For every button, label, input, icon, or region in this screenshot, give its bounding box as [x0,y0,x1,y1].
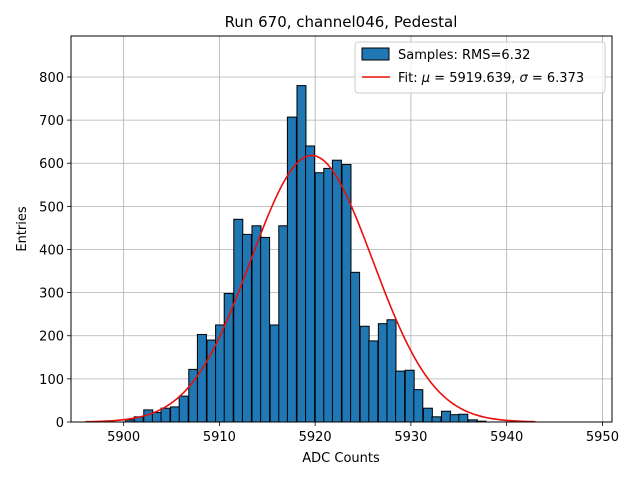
histogram-bar [170,406,181,423]
y-axis-ticks: 0 100 200 300 400 500 600 700 800 [39,71,71,431]
histogram-bar [278,225,289,423]
histogram-bar [305,145,316,423]
x-tick-label: 5900 [107,430,140,445]
histogram-bar [160,407,171,423]
x-tick-label: 5940 [490,430,523,445]
histogram-bar [151,412,162,423]
legend: Samples: RMS=6.32 Fit: μ = 5919.639, σ =… [354,41,606,94]
histogram-bar [178,395,189,423]
histogram-bar [196,333,207,423]
y-axis-label: Entries [15,206,30,252]
plot-frame [70,35,613,423]
histogram-bar [323,167,334,423]
histogram-bars [125,85,487,423]
histogram-bar [441,410,452,423]
x-axis-label: ADC Counts [302,451,380,466]
y-tick-label: 700 [39,114,64,129]
histogram-bar [422,407,433,423]
y-tick-label: 600 [39,157,64,172]
histogram-bar [223,292,234,423]
x-tick-label: 5920 [299,430,332,445]
histogram-bar [449,414,460,423]
legend-fit-suffix: = 6.373 [528,71,584,86]
y-tick-label: 800 [39,71,64,86]
fit-curve [85,154,536,423]
histogram-bar [368,340,379,423]
y-tick-label: 200 [39,330,64,345]
histogram-bar [395,370,406,423]
histogram-bar [386,319,397,423]
histogram-bar [314,172,325,423]
y-tick-label: 0 [56,416,64,431]
histogram-bar [458,413,469,423]
legend-fit-sigma: σ [520,71,529,86]
y-tick-label: 100 [39,373,64,388]
legend-histogram-swatch [361,47,390,61]
histogram-bar [269,324,280,423]
legend-fit-mid: = 5919.639, [430,71,519,86]
histogram-bar [359,325,370,423]
legend-fit-label: Fit: μ = 5919.639, σ = 6.373 [398,71,584,86]
legend-histogram-label: Samples: RMS=6.32 [398,48,530,63]
histogram-bar [431,416,442,423]
x-tick-label: 5910 [203,430,236,445]
legend-fit-mu: μ [421,71,430,86]
histogram-bar [377,323,388,423]
histogram-bar [404,369,415,423]
histogram-bar [296,85,307,423]
chart-title: Run 670, channel046, Pedestal [225,13,458,31]
histogram-bar [413,389,424,423]
y-tick-label: 500 [39,200,64,215]
y-tick-label: 400 [39,243,64,258]
legend-box [354,41,606,94]
histogram-bar [350,271,361,423]
x-tick-label: 5950 [586,430,619,445]
histogram-bar [286,116,297,423]
x-tick-label: 5930 [394,430,427,445]
histogram-bar [331,159,342,423]
histogram-bar [215,324,226,423]
y-tick-label: 300 [39,287,64,302]
x-axis-ticks: 5900 5910 5920 5930 5940 5950 [107,422,619,445]
histogram-bar [260,236,271,423]
histogram-bar [233,218,244,423]
legend-fit-prefix: Fit: [398,71,422,86]
